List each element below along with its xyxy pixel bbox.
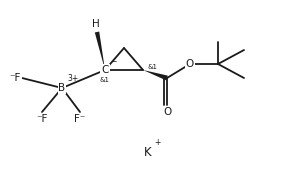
Text: F⁻: F⁻ [74,114,86,124]
Text: &1: &1 [148,64,158,70]
Polygon shape [143,70,168,80]
Text: C: C [101,65,109,75]
Text: +: + [154,138,160,147]
Polygon shape [95,32,105,70]
Text: ⁻F: ⁻F [10,73,21,83]
Text: H: H [92,19,100,29]
Text: −: − [110,57,116,66]
Text: ⁻F: ⁻F [36,114,48,124]
Text: O: O [163,107,171,117]
Text: O: O [186,59,194,69]
Text: 3+: 3+ [67,74,78,83]
Text: &1: &1 [99,77,109,83]
Text: K: K [144,146,152,159]
Text: B: B [58,83,65,93]
